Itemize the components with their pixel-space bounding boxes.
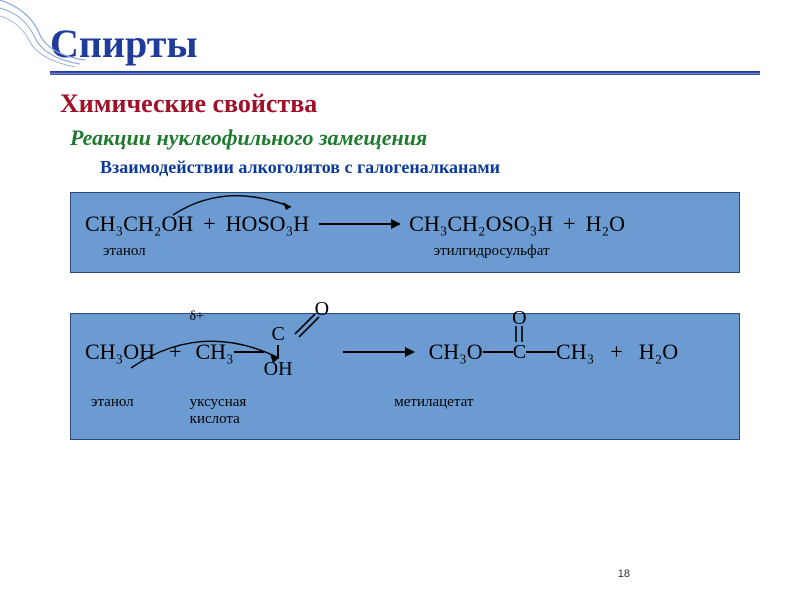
double-bond-oxygen: O (293, 332, 327, 372)
carbon-center: δ+ C OH (264, 324, 293, 380)
bond-icon (483, 351, 513, 353)
title-underline (50, 71, 760, 75)
bond-icon (234, 351, 264, 353)
carbon-atom: C (513, 342, 526, 363)
reaction-1-labels: этанол этилгидросульфат (85, 243, 725, 260)
reaction-box-2: CH₃OH + CH₃ δ+ C OH O (70, 313, 740, 440)
slide-content: Спирты Химические свойства Реакции нукле… (0, 0, 800, 500)
plus-sign: + (610, 339, 622, 365)
reaction-1-equation: CH₃CH₂OH + HOSO₃H CH₃CH₂OSO₃H + H₂O (85, 211, 725, 237)
reagent-1: CH₃OH (85, 339, 155, 365)
page-title: Спирты (50, 20, 760, 67)
methyl-acetate-structure: CH₃O O C CH₃ (429, 339, 595, 365)
plus-sign: + (169, 339, 181, 365)
subtitle-level2: Реакции нуклеофильного замещения (70, 125, 760, 151)
ch3o-group: CH₃O (429, 339, 483, 365)
carbon-center: O C (513, 342, 526, 363)
carbon-atom: C (271, 324, 284, 345)
subtitle-level3: Взаимодействии алкоголятов с галогеналка… (100, 157, 760, 178)
label-ethanol: этанол (91, 394, 134, 427)
label-acetic-acid: уксусная кислота (190, 394, 247, 427)
product-1: CH₃CH₂OSO₃H (409, 211, 553, 237)
reaction-arrow-icon (319, 223, 399, 225)
double-bond-icon (513, 326, 525, 342)
bond-icon (526, 351, 556, 353)
ch3-group: CH₃ (556, 339, 594, 365)
ch3-group: CH₃ (195, 339, 233, 365)
subtitle-level1: Химические свойства (60, 89, 760, 119)
reagent-2: HOSO₃H (226, 211, 309, 237)
reaction-2-equation: CH₃OH + CH₃ δ+ C OH O (85, 324, 725, 380)
bond-icon (277, 345, 279, 359)
page-number: 18 (618, 568, 630, 580)
reagent-1: CH₃CH₂OH (85, 211, 193, 237)
reaction-box-1: CH₃CH₂OH + HOSO₃H CH₃CH₂OSO₃H + H₂O этан… (70, 192, 740, 273)
reaction-arrow-icon (343, 351, 413, 353)
label-ethylhydrosulfate: этилгидросульфат (434, 243, 550, 260)
delta-plus: δ+ (189, 310, 204, 325)
reaction-2-labels: этанол уксусная кислота метилацетат (85, 394, 725, 427)
label-ethanol: этанол (103, 243, 146, 260)
acetic-acid-structure: CH₃ δ+ C OH O (195, 324, 326, 380)
label-methyl-acetate: метилацетат (394, 394, 473, 427)
plus-sign: + (563, 211, 575, 237)
plus-sign: + (203, 211, 215, 237)
oh-group: OH (264, 359, 293, 380)
oxygen-atom: O (315, 298, 329, 321)
product-2: H₂O (639, 339, 678, 365)
product-2: H₂O (586, 211, 625, 237)
